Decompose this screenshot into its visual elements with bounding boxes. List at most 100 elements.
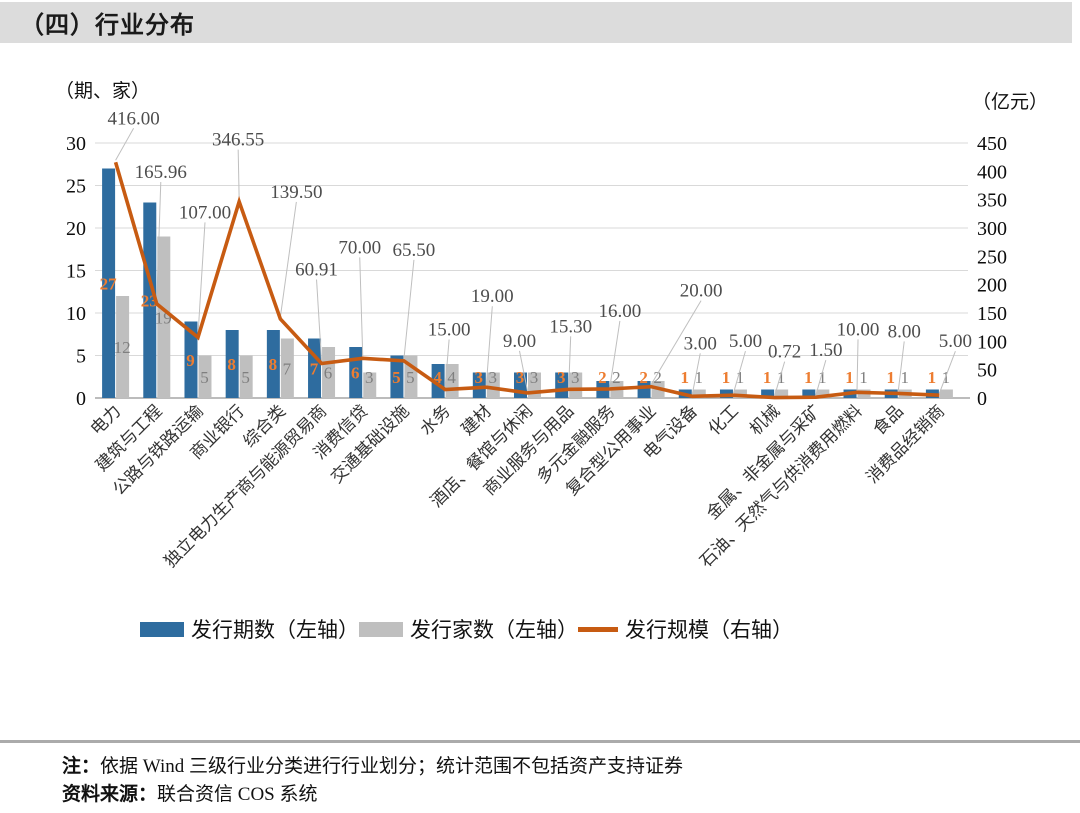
bar-label-issuer-count: 12 — [114, 338, 131, 357]
right-axis-tick: 350 — [977, 190, 1007, 212]
bar-label-issuer-count: 5 — [406, 368, 415, 387]
bar-label-issue-count: 1 — [928, 368, 937, 387]
bar-issue-count — [390, 355, 404, 398]
bar-issuer-count — [322, 347, 336, 398]
bar-label-issuer-count: 1 — [900, 368, 909, 387]
category-label: 食品 — [870, 401, 907, 438]
bar-label-issuer-count: 3 — [489, 368, 498, 387]
label-leader-line — [316, 279, 323, 362]
label-leader-line — [359, 257, 364, 357]
section-header: （四）行业分布 — [0, 2, 1072, 43]
bar-issuer-count — [239, 355, 253, 398]
line-value-label: 19.00 — [471, 286, 514, 307]
bar-label-issue-count: 2 — [639, 368, 648, 387]
bar-issuer-count — [733, 389, 747, 398]
label-leader-line — [279, 201, 297, 318]
line-value-label: 139.50 — [270, 182, 322, 203]
bar-label-issue-count: 8 — [227, 355, 236, 374]
label-leader-line — [156, 181, 162, 302]
bar-issuer-count — [157, 236, 171, 398]
bar-label-issuer-count: 1 — [695, 368, 704, 387]
bar-label-issuer-count: 5 — [200, 368, 209, 387]
line-value-label: 3.00 — [684, 333, 717, 354]
label-leader-line — [444, 339, 450, 388]
issue-count-swatch — [140, 621, 184, 637]
bar-label-issue-count: 6 — [351, 364, 360, 383]
industry-distribution-chart: 0510152025300501001502002503003504004502… — [66, 108, 1007, 571]
label-leader-line — [403, 259, 415, 359]
bar-label-issuer-count: 2 — [612, 368, 621, 387]
line-value-label: 15.30 — [549, 316, 592, 337]
bar-issuer-count — [116, 296, 130, 398]
bar-label-issuer-count: 1 — [736, 368, 745, 387]
label-leader-line — [519, 350, 528, 391]
bar-issuer-count — [816, 389, 830, 398]
line-value-label: 0.72 — [768, 342, 801, 363]
line-value-label: 70.00 — [338, 237, 381, 258]
bar-label-issue-count: 9 — [186, 351, 195, 370]
bar-label-issue-count: 8 — [269, 355, 278, 374]
line-value-label: 1.50 — [809, 340, 842, 361]
bar-label-issuer-count: 3 — [571, 368, 580, 387]
right-axis-tick: 0 — [977, 388, 987, 410]
line-value-label: 10.00 — [837, 319, 880, 340]
issuer-count-swatch — [359, 621, 403, 637]
legend-item-issue-count: 发行期数（左轴） — [140, 614, 359, 644]
chart-note: 注：依据 Wind 三级行业分类进行行业划分；统计范围不包括资产支持证券 — [62, 751, 683, 778]
bar-issue-count — [472, 372, 486, 398]
note-text: 依据 Wind 三级行业分类进行行业划分；统计范围不包括资产支持证券 — [100, 756, 683, 777]
legend-label: 发行期数（左轴） — [191, 618, 359, 642]
left-axis-unit-label: （期、家） — [55, 81, 151, 102]
legend-label: 发行规模（右轴） — [625, 618, 793, 642]
bar-label-issuer-count: 1 — [777, 368, 786, 387]
right-axis-tick: 150 — [977, 303, 1007, 325]
bar-label-issue-count: 7 — [310, 359, 319, 378]
source-text: 联合资信 COS 系统 — [157, 784, 318, 805]
bar-label-issuer-count: 6 — [324, 364, 333, 383]
bar-issuer-count — [775, 389, 789, 398]
chart-legend: 发行期数（左轴） 发行家数（左轴） 发行规模（右轴） — [140, 614, 793, 644]
label-leader-line — [568, 336, 572, 388]
legend-label: 发行家数（左轴） — [410, 618, 578, 642]
bar-label-issuer-count: 1 — [818, 368, 827, 387]
bar-label-issue-count: 5 — [392, 368, 401, 387]
bar-label-issuer-count: 7 — [283, 359, 292, 378]
label-leader-line — [691, 353, 701, 395]
bar-label-issue-count: 27 — [100, 274, 118, 293]
bar-issue-count — [143, 202, 157, 398]
bar-issue-count — [431, 364, 445, 398]
line-value-label: 5.00 — [729, 331, 762, 352]
right-axis-tick: 450 — [977, 133, 1007, 155]
label-leader-line — [938, 350, 956, 394]
right-axis-tick: 100 — [977, 331, 1007, 353]
left-axis-tick: 30 — [66, 133, 86, 155]
right-axis-tick: 400 — [977, 161, 1007, 183]
bar-label-issuer-count: 5 — [241, 368, 250, 387]
bar-label-issue-count: 1 — [845, 368, 854, 387]
label-leader-line — [197, 222, 206, 336]
issue-scale-line-swatch — [578, 626, 618, 632]
category-label: 化工 — [705, 401, 742, 438]
category-label: 机械 — [746, 401, 783, 438]
left-axis-tick: 5 — [76, 346, 86, 368]
label-leader-line — [732, 351, 746, 394]
label-leader-line — [897, 341, 905, 392]
line-value-label: 8.00 — [888, 321, 921, 342]
category-label: 水务 — [416, 401, 453, 438]
bar-label-issuer-count: 3 — [365, 368, 374, 387]
right-axis-unit-label: （亿元） — [972, 92, 1049, 113]
section-title: （四）行业分布 — [20, 13, 195, 39]
note-label: 注： — [62, 756, 101, 777]
bar-issuer-count — [363, 372, 377, 398]
bar-label-issue-count: 1 — [763, 368, 772, 387]
left-axis-tick: 25 — [66, 176, 86, 198]
bar-issuer-count — [280, 338, 294, 398]
label-leader-line — [650, 300, 702, 385]
bar-label-issue-count: 1 — [886, 368, 895, 387]
line-value-label: 165.96 — [135, 162, 187, 183]
bar-label-issue-count: 2 — [598, 368, 607, 387]
bar-issue-count — [266, 330, 280, 398]
bar-issue-count — [225, 330, 239, 398]
line-value-label: 9.00 — [503, 331, 536, 352]
legend-item-issuer-count: 发行家数（左轴） — [359, 614, 578, 644]
